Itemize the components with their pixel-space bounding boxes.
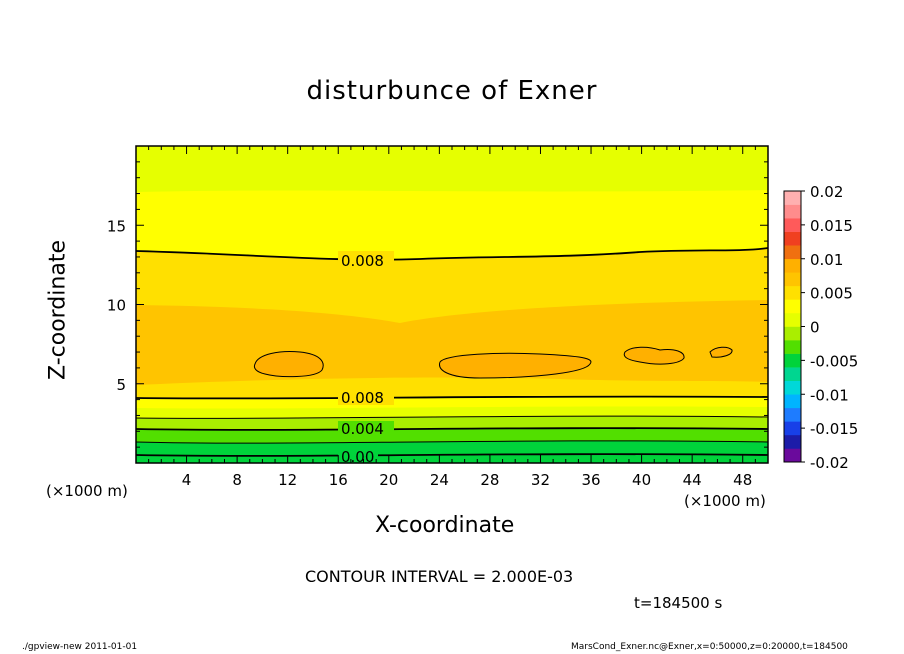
colorbar-swatch: [784, 340, 801, 354]
x-tick-label: 36: [581, 471, 600, 489]
contour-label-bg-1: [338, 251, 394, 269]
colorbar-label: 0.01: [810, 251, 843, 269]
x-unit-left: (×1000 m): [46, 482, 128, 500]
contour-blob-4: [709, 346, 733, 358]
contour-label-bg-3: [338, 421, 394, 437]
contour-label-3: 0.004: [341, 420, 384, 438]
x-tick-label: 32: [531, 471, 550, 489]
chart-title: disturbunce of Exner: [306, 76, 598, 106]
footer-right: MarsCond_Exner.nc@Exner,x=0:50000,z=0:20…: [571, 642, 848, 652]
colorbar-swatch: [784, 407, 801, 422]
x-tick-label: 44: [683, 471, 702, 489]
band-green-dark: [136, 440, 768, 463]
contour-line-0000: [136, 453, 768, 457]
x-unit-right: (×1000 m): [684, 492, 766, 510]
contour-line-0008-lower: [136, 395, 768, 400]
contour-interval-label: CONTOUR INTERVAL = 2.000E-03: [305, 567, 574, 586]
contour-line-0002: [136, 440, 768, 444]
contour-line-0008-upper: [136, 247, 768, 261]
colorbar-swatch: [784, 218, 801, 232]
x-tick-label: 16: [329, 471, 348, 489]
colorbar-swatch: [784, 231, 801, 246]
y-axis-title: Z-coordinate: [45, 240, 71, 380]
x-tick-label: 20: [379, 471, 398, 489]
blob-4: [710, 347, 733, 358]
x-tick-label: 24: [430, 471, 449, 489]
y-tick-label: 5: [116, 376, 126, 394]
colorbar-swatch: [784, 434, 801, 449]
colorbar-swatch: [784, 353, 801, 368]
y-tick-label: 10: [107, 297, 126, 315]
contour-label-group: 0.008 0.008 0.004 0.00: [338, 251, 394, 466]
x-tick-label: 8: [232, 471, 242, 489]
colorbar-swatch: [784, 367, 801, 381]
colorbar-swatch: [784, 204, 801, 219]
x-tick-label: 28: [480, 471, 499, 489]
colorbar-swatch: [784, 191, 801, 205]
colorbar-label: 0.005: [810, 285, 853, 303]
blob-1: [254, 351, 324, 377]
contour-line-0006: [136, 415, 768, 419]
colorbar-label: 0: [810, 319, 820, 337]
blob-2: [439, 353, 591, 378]
contour-label-2: 0.008: [341, 389, 384, 407]
colorbar-swatch: [784, 394, 801, 409]
time-label: t=184500 s: [634, 594, 723, 612]
contour-label-4: 0.00: [341, 448, 374, 466]
y-axis: 5 10 15: [107, 145, 768, 464]
footer-left: ./gpview-new 2011-01-01: [22, 642, 138, 652]
colorbar-swatch: [784, 448, 801, 463]
colorbar-label: -0.015: [810, 420, 858, 438]
colorbar-label: -0.005: [810, 352, 858, 370]
colorbar-swatch: [784, 421, 801, 436]
x-tick-label: 4: [182, 471, 192, 489]
contour-lines: [136, 247, 768, 457]
x-tick-label: 12: [278, 471, 297, 489]
colorbar-label: 0.02: [810, 183, 843, 201]
colorbar-swatch: [784, 285, 801, 300]
colorbar-swatch: [784, 272, 801, 287]
contour-blob-3: [623, 346, 685, 365]
x-tick-label: 40: [632, 471, 651, 489]
colorbar: 0.02 0.015 0.01 0.005 0 -0.005 -0.01 -0.015 -0.0…: [783, 183, 858, 472]
x-axis: 4 8 12 16 20 24 28 32 36 40 44 48: [135, 146, 769, 489]
colorbar-label: -0.02: [810, 454, 849, 472]
contour-label-bg-2: [338, 389, 394, 405]
colorbar-swatch: [784, 258, 801, 273]
x-tick-label: 48: [733, 471, 752, 489]
colorbar-swatch: [784, 312, 801, 327]
colorbar-swatch: [784, 245, 801, 260]
colorbar-swatch: [784, 299, 801, 314]
y-tick-label: 15: [107, 217, 126, 235]
contour-blob-2: [439, 352, 592, 379]
contour-label-1: 0.008: [341, 252, 384, 270]
contour-fill-area: [136, 146, 768, 463]
colorbar-swatch: [784, 326, 801, 341]
x-axis-title: X-coordinate: [375, 513, 515, 538]
contour-line-0004: [136, 427, 768, 431]
colorbar-swatch: [784, 380, 801, 395]
colorbar-label: 0.015: [810, 217, 853, 235]
contour-blob-1: [253, 351, 324, 378]
blob-3: [624, 347, 685, 365]
contour-label-bg-4: [338, 448, 378, 463]
colorbar-label: -0.01: [810, 386, 849, 404]
